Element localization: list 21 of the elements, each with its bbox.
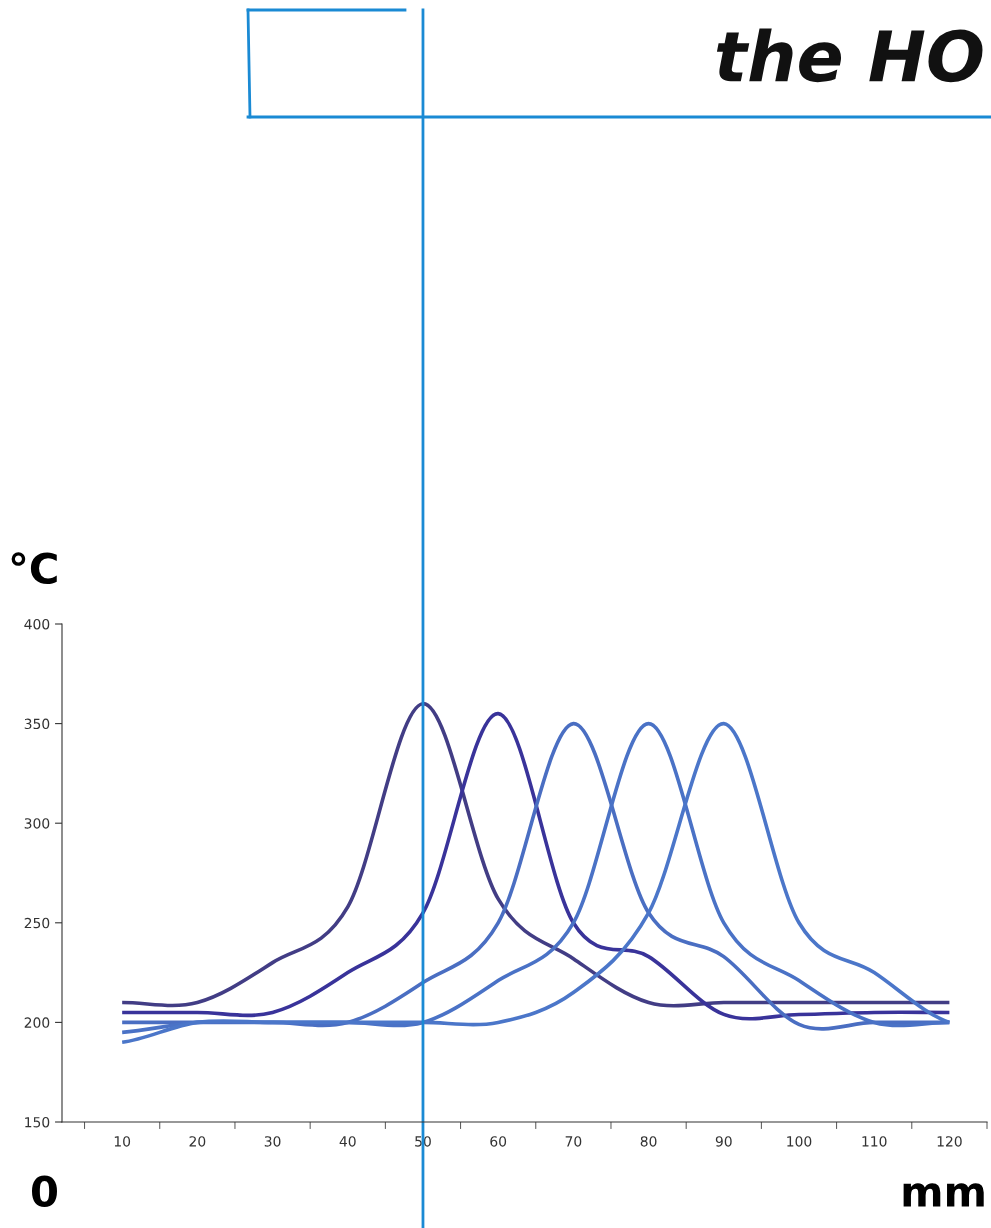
x-tick-label: 110 (862, 1136, 887, 1147)
y-tick-label: 150 (25, 1116, 50, 1128)
x-tick-label: 80 (640, 1136, 657, 1147)
y-tick-label: 350 (24, 718, 50, 730)
y-tick-label: 250 (24, 917, 50, 929)
x-tick-label: 60 (490, 1136, 507, 1147)
x-tick-label: 70 (565, 1136, 582, 1147)
x-tick-label: 90 (715, 1136, 732, 1147)
x-tick-label: 20 (189, 1136, 206, 1147)
x-tick-label: 10 (114, 1136, 131, 1147)
chart-title: the HO (716, 28, 983, 83)
y-tick-label: 300 (24, 818, 50, 829)
x-tick-label: 100 (787, 1136, 812, 1147)
y-tick-label: 400 (24, 618, 50, 630)
x-axis-title: mm (903, 1183, 984, 1207)
x-tick-label: 30 (264, 1136, 281, 1147)
y-tick-label: 200 (24, 1017, 50, 1028)
x-tick-label: 120 (937, 1136, 962, 1147)
y-axis-title: °C (11, 552, 57, 585)
text: 0 (31, 1175, 57, 1208)
x-tick-label: 40 (339, 1136, 356, 1147)
